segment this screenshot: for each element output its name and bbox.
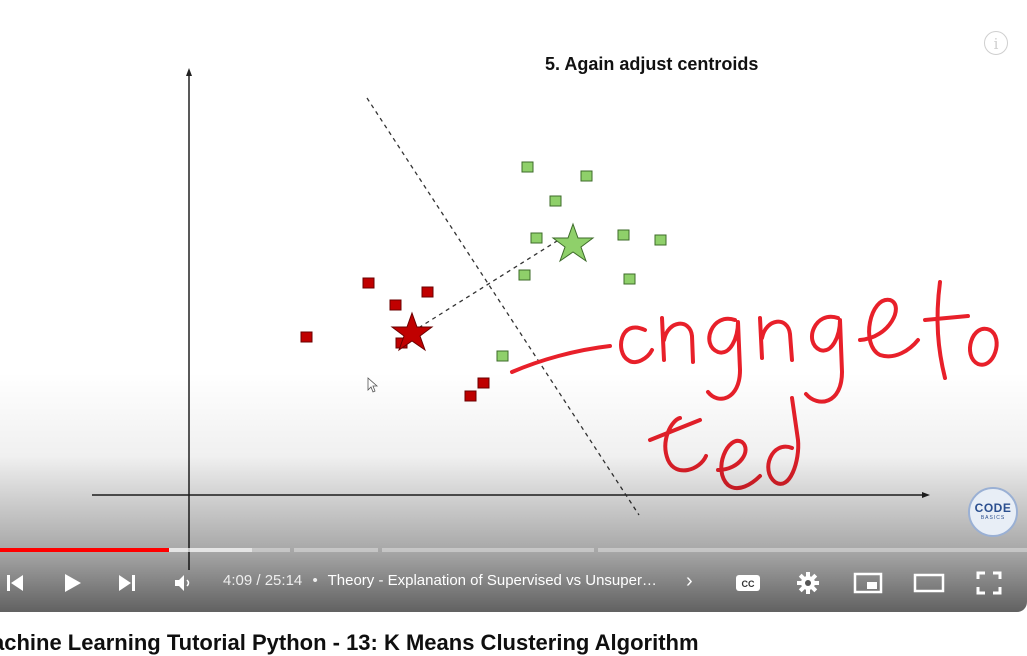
red-point	[300, 331, 313, 343]
gear-icon[interactable]	[794, 560, 822, 606]
red-point	[464, 390, 477, 402]
svg-text:CC: CC	[742, 579, 755, 589]
green-point	[617, 229, 630, 241]
player-controls: 4:09 / 25:14 • Theory - Explanation of S…	[0, 560, 1027, 606]
miniplayer-icon[interactable]	[852, 560, 884, 606]
code-basics-logo: CODE BASICS	[968, 487, 1018, 537]
chapter-title[interactable]: Theory - Explanation of Supervised vs Un…	[327, 572, 657, 589]
green-point	[654, 234, 667, 246]
separator: •	[312, 572, 318, 589]
green-point	[496, 350, 509, 362]
green-point	[530, 232, 543, 244]
red-point	[362, 277, 375, 289]
current-time: 4:09	[223, 572, 253, 589]
duration: 25:14	[264, 572, 303, 589]
centroid-link	[411, 240, 558, 333]
skip-previous-icon[interactable]	[2, 560, 28, 606]
video-player[interactable]: 5. Again adjust centroids i CODE BASICS …	[0, 0, 1027, 612]
green-cluster	[496, 161, 667, 362]
progress-bar[interactable]	[0, 548, 1027, 552]
decision-boundary	[366, 97, 640, 516]
video-title[interactable]: achine Learning Tutorial Python - 13: K …	[0, 630, 699, 655]
video-frame	[92, 68, 999, 570]
green-point	[521, 161, 534, 173]
red-point	[421, 286, 434, 298]
chart-axes	[92, 68, 930, 570]
green-point	[623, 273, 636, 285]
info-icon[interactable]: i	[984, 31, 1008, 55]
mouse-cursor-icon	[367, 377, 379, 393]
green-point	[580, 170, 593, 182]
red-point	[477, 377, 490, 389]
handwritten-note	[510, 280, 999, 491]
volume-icon[interactable]	[170, 560, 196, 606]
red-cluster	[300, 277, 490, 402]
theater-mode-icon[interactable]	[912, 560, 946, 606]
logo-text: CODE	[974, 501, 1012, 515]
green-centroid-star	[551, 222, 595, 263]
time-display: 4:09 / 25:14 • Theory - Explanation of S…	[223, 572, 657, 589]
logo-subtext: BASICS	[980, 515, 1006, 521]
red-centroid-star	[390, 311, 434, 352]
chevron-right-icon[interactable]: ›	[686, 570, 693, 592]
played-bar	[0, 548, 170, 552]
play-icon[interactable]	[58, 560, 86, 606]
green-point	[518, 269, 531, 281]
green-point	[549, 195, 562, 207]
captions-icon[interactable]: CC	[734, 560, 762, 606]
skip-next-icon[interactable]	[114, 560, 140, 606]
red-point	[389, 299, 402, 311]
slide-title: 5. Again adjust centroids	[545, 54, 759, 74]
fullscreen-icon[interactable]	[974, 560, 1004, 606]
